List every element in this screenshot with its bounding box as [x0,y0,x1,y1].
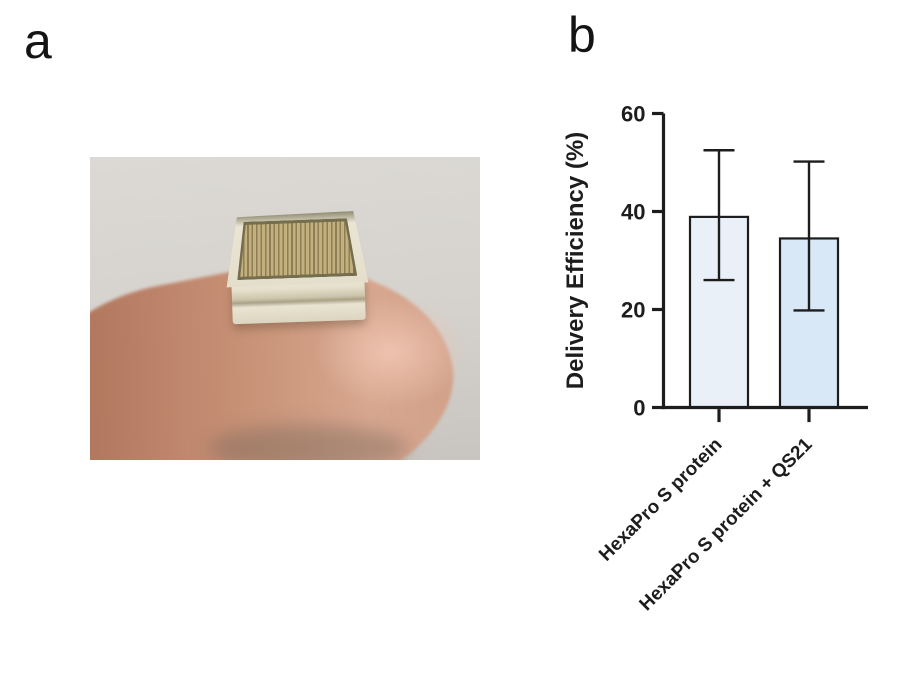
y-tick-label: 20 [621,298,645,323]
panel-b-label: b [568,7,596,63]
fingertip-photo [90,157,480,460]
microneedle-patch [224,211,370,330]
microneedle-array-surface [238,221,354,277]
x-tick-label: HexaPro S protein + QS21 [636,434,817,615]
panel-a-label: a [24,13,52,69]
y-tick-label: 40 [621,200,645,225]
y-tick-label: 0 [633,396,645,421]
y-axis-title: Delivery Efficiency (%) [562,132,589,389]
bar [778,237,840,409]
patch-shadow [208,425,408,460]
y-tick-label: 60 [621,102,645,127]
bar [688,215,750,409]
x-tick-label: HexaPro S protein [595,434,726,565]
